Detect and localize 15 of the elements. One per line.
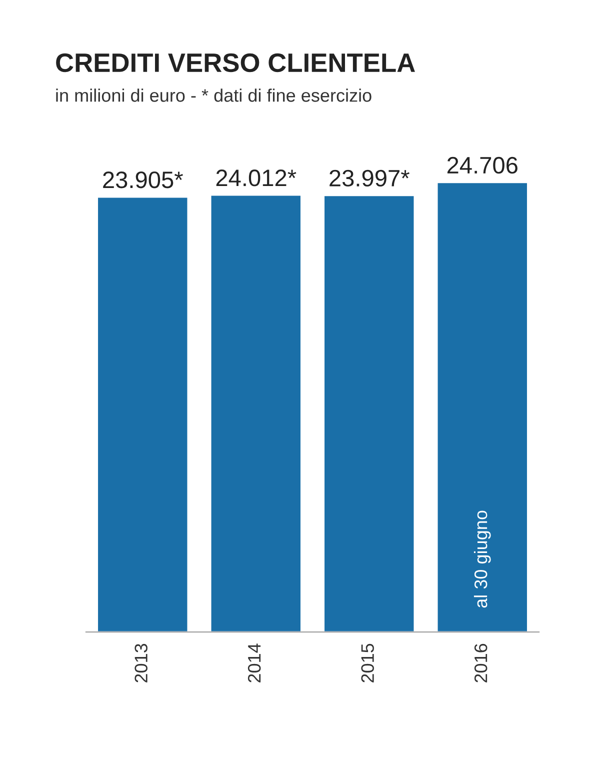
- bar: [323, 194, 416, 632]
- bar: [436, 182, 528, 632]
- x-tick-label: 2015: [361, 644, 374, 682]
- chart-title: CREDITI VERSO CLIENTELA: [56, 53, 415, 72]
- x-tick-label: 2014: [248, 644, 261, 682]
- annotation: al 30 giugno: [474, 510, 491, 608]
- x-tick-label: 2016: [474, 644, 488, 682]
- data-label: 24.012*: [216, 170, 296, 186]
- x-tick-label: 2013: [134, 644, 148, 682]
- data-label: 24.706: [447, 156, 518, 174]
- bar: [210, 194, 302, 632]
- chart-subtitle: in milioni di euro - * dati di fine esercizio: [56, 88, 372, 102]
- data-label: 23.997*: [330, 170, 410, 187]
- data-label: 23.905*: [103, 171, 183, 188]
- bar: [96, 196, 189, 632]
